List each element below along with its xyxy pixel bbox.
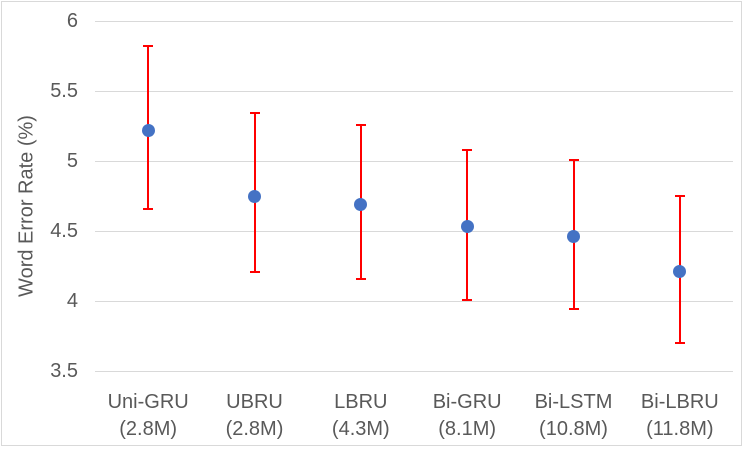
category-name: Uni-GRU	[107, 391, 189, 413]
category-param-count: (8.1M)	[438, 418, 497, 440]
gridline	[95, 300, 733, 302]
error-bar-cap-top	[355, 123, 366, 126]
error-bar-cap-top	[143, 45, 154, 48]
gridline	[95, 160, 733, 162]
error-bar-cap-bottom	[355, 277, 366, 280]
data-point-marker	[248, 189, 261, 203]
category-name: UBRU	[226, 391, 283, 413]
category-name: Bi-LSTM	[534, 391, 613, 413]
data-point-marker	[673, 265, 687, 279]
data-point-marker	[460, 220, 474, 234]
gridline	[95, 90, 733, 92]
category-name: Bi-LBRU	[640, 391, 719, 413]
error-bar-cap-bottom	[143, 207, 154, 210]
y-tick-label: 3.5	[50, 360, 78, 382]
error-bar-cap-top	[462, 148, 473, 151]
gridline	[95, 230, 733, 232]
category-param-count: (4.3M)	[331, 418, 390, 440]
y-axis-title: Word Error Rate (%)	[15, 115, 38, 297]
error-bar-cap-bottom	[674, 342, 685, 344]
error-bar-cap-top	[249, 112, 260, 115]
data-point-marker	[354, 197, 368, 211]
category-name: LBRU	[334, 391, 388, 413]
x-category-label: Uni-GRU (2.8M)	[83, 389, 213, 443]
error-bar-cap-top	[568, 158, 579, 161]
error-bar-cap-bottom	[568, 308, 579, 311]
y-tick-label: 6	[66, 10, 78, 32]
gridline	[95, 20, 733, 22]
category-param-count: (2.8M)	[225, 418, 284, 440]
error-bar-cap-bottom	[462, 298, 473, 301]
x-category-label: Bi-LBRU (11.8M)	[615, 389, 745, 443]
x-category-label: Bi-LSTM (10.8M)	[509, 389, 639, 443]
category-param-count: (2.8M)	[119, 418, 178, 440]
y-tick-label: 5.5	[50, 80, 78, 102]
x-category-label: UBRU (2.8M)	[190, 389, 320, 443]
y-tick-label: 5	[66, 150, 78, 172]
error-bar-cap-bottom	[249, 270, 260, 273]
x-category-label: LBRU (4.3M)	[296, 389, 426, 443]
chart-border	[1, 1, 742, 446]
category-param-count: (11.8M)	[646, 418, 714, 440]
category-param-count: (10.8M)	[539, 418, 608, 440]
data-point-marker	[567, 230, 580, 244]
y-tick-label: 4.5	[50, 220, 78, 242]
category-name: Bi-GRU	[432, 391, 502, 413]
y-tick-label: 4	[66, 290, 78, 312]
x-category-label: Bi-GRU (8.1M)	[402, 389, 532, 443]
gridline	[95, 370, 733, 372]
data-point-marker	[141, 123, 155, 137]
error-bar-cap-top	[674, 195, 685, 197]
